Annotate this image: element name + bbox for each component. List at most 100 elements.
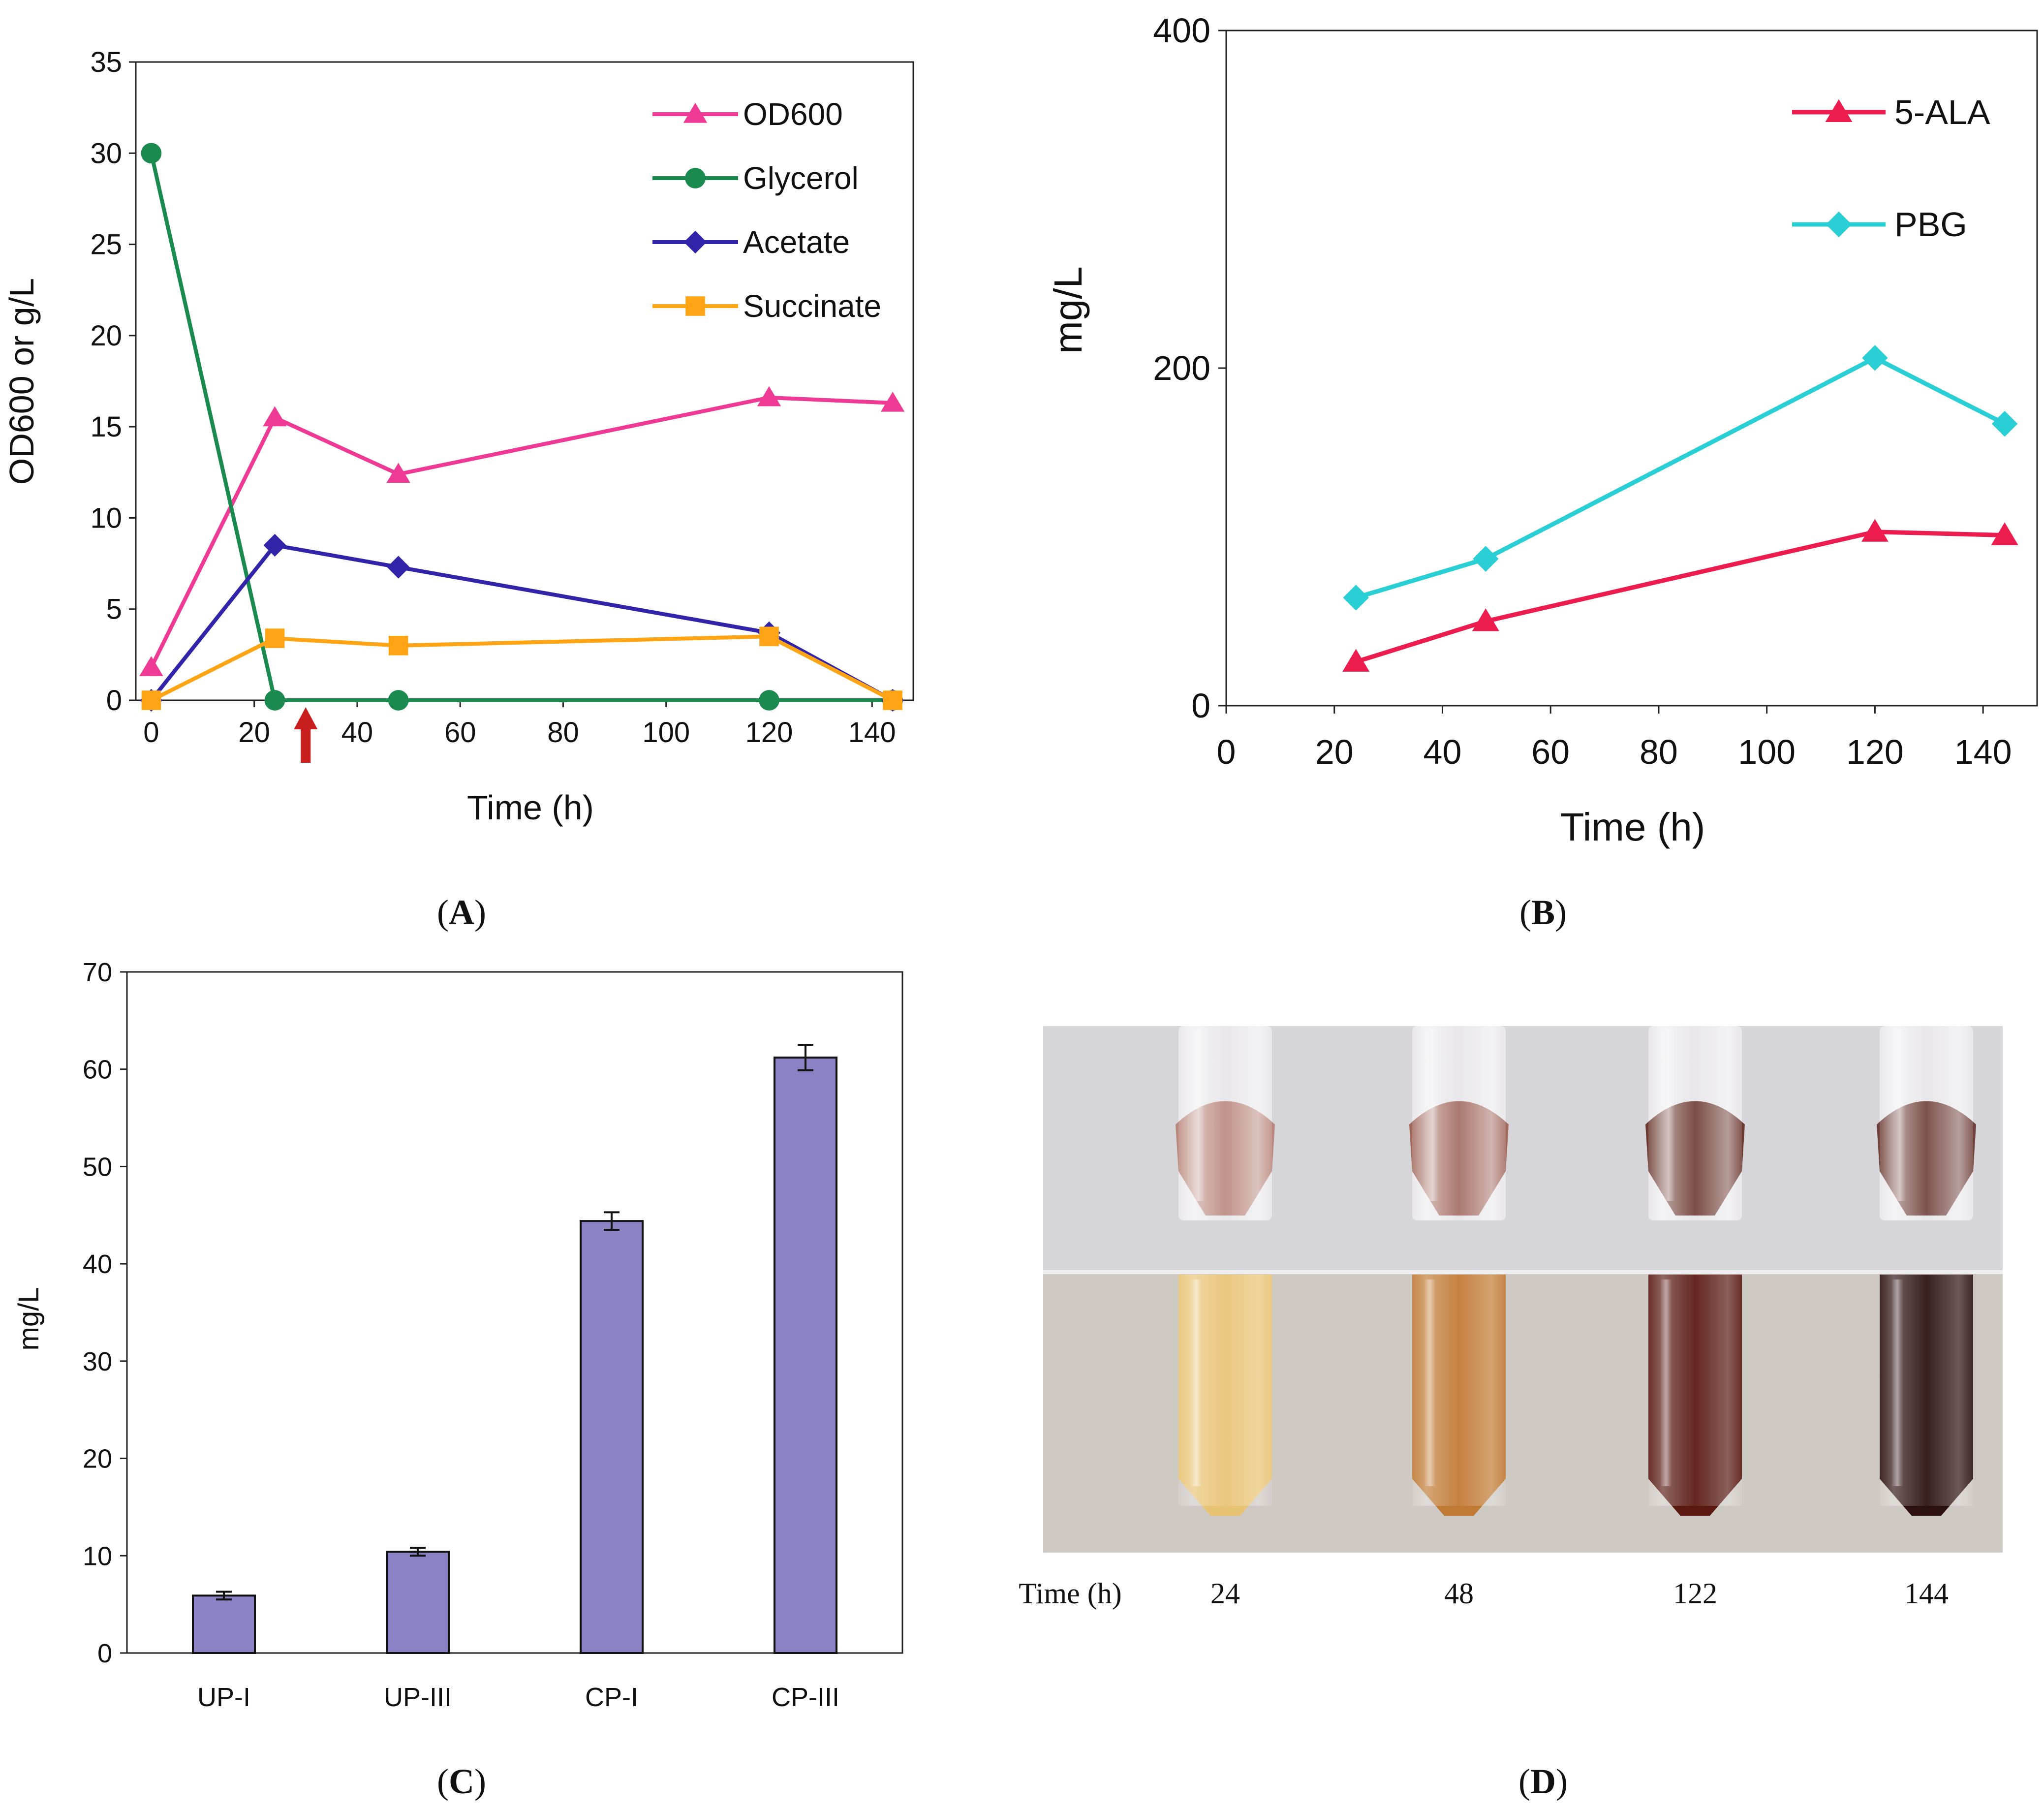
panel-a-point-glycerol (141, 143, 162, 164)
panel-a-x-tick-label: 80 (547, 717, 579, 749)
panel-b-point-pbg (1991, 410, 2018, 437)
panel-a-point-od600 (386, 463, 410, 483)
panel-c-x-tick-label: UP-I (197, 1683, 250, 1712)
panel-d-tube-shine-bottom (1660, 1279, 1672, 1486)
panel-d-time-value: 144 (1904, 1577, 1949, 1610)
panel-a-point-od600 (880, 391, 905, 412)
panel-b-x-tick-label: 120 (1846, 733, 1904, 771)
panel-c-x-tick-label: CP-III (772, 1683, 839, 1712)
panel-c-bar-up-iii (386, 1551, 450, 1654)
panel-b-y-ticks: 0 200 400 (1153, 11, 1226, 725)
panel-d-tube-shine-bottom (1891, 1279, 1903, 1486)
panel-a-line-od600 (149, 395, 893, 669)
panel-a-y-ticks: 0 5 10 15 20 25 30 35 (90, 46, 136, 717)
panel-a-x-tick-label: 60 (444, 717, 476, 749)
panel-b-line-5-ala (1355, 530, 2005, 664)
panel-a-x-axis-label: Time (h) (467, 788, 594, 827)
panel-d-photo: Time (h) 24 48 122 144 (D) (1019, 1026, 2003, 1801)
panel-b-y-tick-label: 200 (1153, 349, 1210, 387)
panel-b-series-lines (1355, 355, 2006, 664)
panel-a-x-tick-label: 40 (341, 717, 373, 749)
panel-a-y-tick-label: 30 (90, 137, 122, 169)
panel-b-caption-letter: B (1531, 893, 1555, 932)
panel-a-caption: (A) (437, 893, 486, 932)
panel-a-y-tick-label: 35 (90, 46, 122, 78)
panel-d-tube-shine-bottom (1424, 1279, 1436, 1486)
panel-b-caption: (B) (1519, 893, 1567, 932)
panel-b-x-tick-label: 0 (1217, 733, 1236, 771)
panel-c-y-ticks: 0 10 20 30 40 50 60 70 (83, 958, 127, 1668)
panel-b-legend-label: PBG (1894, 205, 1967, 244)
panel-b-y-axis-label: mg/L (1046, 266, 1090, 354)
panel-a-arrow-head (294, 707, 318, 729)
panel-b-legend-marker (1826, 211, 1852, 238)
panel-c-bar-up-i (192, 1594, 256, 1654)
panel-b-point-5-ala (1472, 608, 1499, 631)
panel-c-bar-cp-i (580, 1220, 644, 1654)
panel-a-point-glycerol (759, 690, 779, 711)
panel-a-point-succinate (141, 690, 161, 710)
panel-a-legend-marker (683, 102, 708, 123)
panel-d-caption-letter: D (1530, 1762, 1556, 1801)
panel-b-plot-frame (1225, 30, 2038, 707)
panel-a-x-tick-label: 0 (143, 717, 159, 749)
panel-a-legend-marker (685, 296, 705, 316)
panel-a-caption-letter: A (449, 893, 474, 932)
panel-a-point-acetate (263, 533, 286, 557)
panel-b-x-ticks: 0 20 40 60 80 100 120 140 (1217, 706, 2012, 771)
panel-c-y-tick-label: 50 (83, 1152, 112, 1182)
panel-c-caption: (C) (437, 1762, 486, 1801)
panel-c-y-tick-label: 0 (97, 1639, 112, 1668)
panel-a-legend-label: Succinate (743, 288, 881, 324)
panel-a-point-od600 (757, 386, 781, 406)
panel-b-y-tick-label: 400 (1153, 11, 1210, 50)
panel-b-legend-label: 5-ALA (1894, 93, 1990, 131)
panel-a-legend-label: Acetate (743, 224, 850, 260)
panel-d-time-value: 122 (1673, 1577, 1717, 1610)
panel-d-tube-shine-top (1893, 1029, 1906, 1201)
panel-a-series-markers (139, 143, 905, 712)
panel-a-legend-marker (685, 168, 706, 188)
panel-c-y-tick-label: 60 (83, 1055, 112, 1085)
panel-b-x-tick-label: 80 (1640, 733, 1678, 771)
panel-b-y-tick-label: 0 (1191, 686, 1210, 725)
panel-c-bar-cp-iii (774, 1056, 837, 1654)
panel-a-point-od600 (263, 406, 287, 427)
panel-c-plot-frame (126, 971, 903, 1654)
panel-a-y-tick-label: 5 (106, 593, 122, 625)
panel-b-point-5-ala (1991, 522, 2018, 545)
panel-d-time-label: Time (h) (1019, 1577, 1121, 1610)
panel-c-chart: 0 10 20 30 40 50 60 70 UP-I UP-III CP-I CP-III mg/… (13, 958, 903, 1801)
panel-a-line-acetate (150, 543, 894, 702)
panel-a-arrow-marker (294, 707, 318, 763)
panel-b-x-tick-label: 100 (1738, 733, 1796, 771)
panel-a-legend-marker (683, 230, 707, 254)
panel-a-point-succinate (388, 636, 408, 655)
panel-a-legend-label: OD600 (743, 96, 843, 132)
panel-b-x-tick-label: 140 (1954, 733, 2012, 771)
panel-b-x-axis-label: Time (h) (1560, 805, 1705, 849)
panel-d-caption: (D) (1518, 1762, 1568, 1801)
panel-c-y-tick-label: 10 (83, 1541, 112, 1571)
panel-a-point-od600 (139, 656, 163, 676)
panel-b-x-tick-label: 40 (1424, 733, 1462, 771)
panel-a-point-succinate (883, 690, 902, 710)
panel-a-arrow-shaft (301, 727, 311, 763)
panel-a-chart: 0 5 10 15 20 25 30 35 0 20 40 60 80 100 120 140 Time (… (2, 46, 914, 932)
panel-d-tubes (1176, 1026, 1976, 1516)
panel-c-y-tick-label: 20 (83, 1444, 112, 1474)
panel-a-y-tick-label: 15 (90, 411, 122, 443)
panel-d-time-value: 48 (1444, 1577, 1474, 1610)
panel-b-chart: 0 200 400 0 20 40 60 80 100 120 140 Time (h) mg/L… (1046, 11, 2038, 932)
panel-a-y-tick-label: 0 (106, 685, 122, 717)
panel-d-tube-shine-top (1426, 1029, 1439, 1201)
panel-a-point-succinate (265, 628, 285, 648)
panel-a-point-glycerol (264, 690, 285, 711)
panel-b-point-5-ala (1342, 649, 1370, 672)
panel-c-y-tick-label: 30 (83, 1347, 112, 1376)
panel-a-point-succinate (759, 626, 779, 647)
panel-a-point-acetate (387, 556, 410, 579)
panel-a-y-tick-label: 20 (90, 320, 122, 352)
panel-b-legend: 5-ALA PBG (1792, 93, 1990, 244)
